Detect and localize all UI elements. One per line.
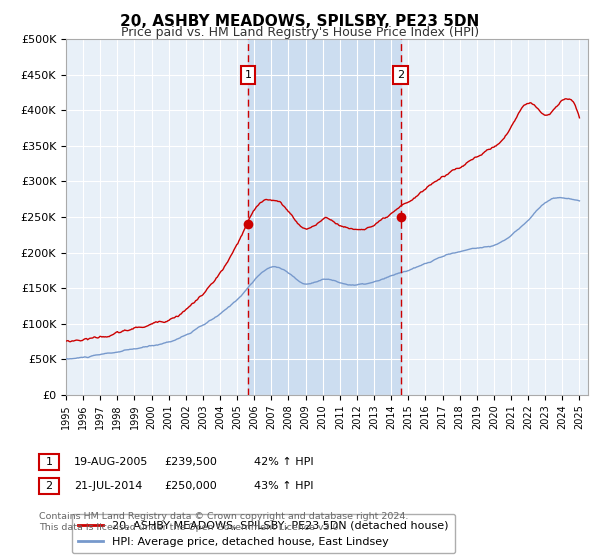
Text: 20, ASHBY MEADOWS, SPILSBY, PE23 5DN: 20, ASHBY MEADOWS, SPILSBY, PE23 5DN bbox=[121, 14, 479, 29]
Text: 2: 2 bbox=[397, 70, 404, 80]
Text: £250,000: £250,000 bbox=[164, 481, 217, 491]
Bar bbox=[248, 39, 401, 395]
Text: Price paid vs. HM Land Registry's House Price Index (HPI): Price paid vs. HM Land Registry's House … bbox=[121, 26, 479, 39]
Text: 1: 1 bbox=[46, 457, 52, 467]
Text: 2: 2 bbox=[46, 481, 52, 491]
Text: 21-JUL-2014: 21-JUL-2014 bbox=[74, 481, 142, 491]
Legend: 20, ASHBY MEADOWS, SPILSBY, PE23 5DN (detached house), HPI: Average price, detac: 20, ASHBY MEADOWS, SPILSBY, PE23 5DN (de… bbox=[71, 514, 455, 553]
Text: £239,500: £239,500 bbox=[164, 457, 217, 467]
Text: 1: 1 bbox=[244, 70, 251, 80]
Text: 19-AUG-2005: 19-AUG-2005 bbox=[74, 457, 148, 467]
Text: 42% ↑ HPI: 42% ↑ HPI bbox=[254, 457, 313, 467]
Text: 43% ↑ HPI: 43% ↑ HPI bbox=[254, 481, 313, 491]
Text: Contains HM Land Registry data © Crown copyright and database right 2024.
This d: Contains HM Land Registry data © Crown c… bbox=[39, 512, 409, 532]
